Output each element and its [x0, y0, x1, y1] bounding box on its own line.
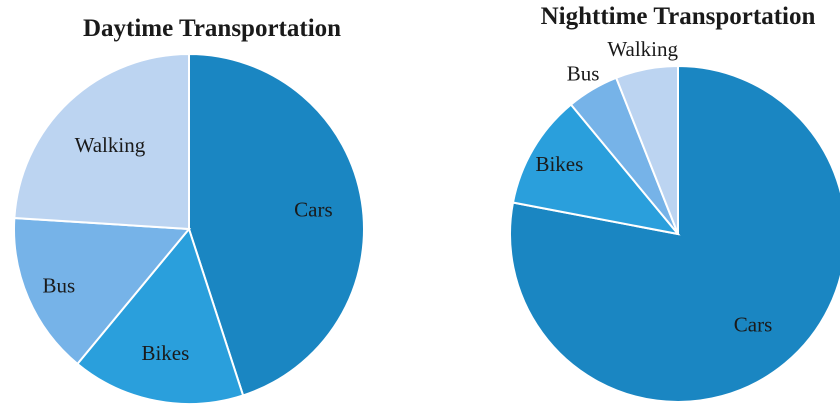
daytime-labels: Cars Bikes Bus Walking: [43, 133, 333, 365]
daytime-label-bus: Bus: [43, 273, 76, 297]
nighttime-label-cars: Cars: [734, 313, 773, 337]
nighttime-label-bus: Bus: [567, 62, 600, 86]
daytime-slice-walking: [13, 52, 190, 231]
daytime-slice-bikes: [76, 226, 245, 404]
nighttime-label-bikes: Bikes: [535, 152, 583, 176]
daytime-slices: [13, 52, 365, 404]
nighttime-slices: [509, 64, 840, 403]
daytime-slice-bus: [13, 216, 192, 366]
daytime-label-walking: Walking: [75, 133, 146, 157]
daytime-label-cars: Cars: [294, 197, 333, 221]
nighttime-pie-chart: Nighttime Transportation Cars Bikes Bus Wal…: [509, 3, 840, 403]
nighttime-slice-bikes: [511, 103, 681, 236]
nighttime-slice-walking: [614, 64, 679, 235]
daytime-label-bikes: Bikes: [141, 341, 189, 365]
daytime-chart-title: Daytime Transportation: [83, 15, 341, 42]
daytime-pie-chart: Daytime Transportation Cars Bikes Bus Walki…: [13, 15, 365, 404]
nighttime-labels: Cars Bikes Bus Walking: [535, 37, 772, 336]
daytime-slice-cars: [188, 52, 365, 397]
nighttime-chart-title: Nighttime Transportation: [541, 3, 816, 30]
nighttime-label-walking: Walking: [607, 37, 678, 61]
